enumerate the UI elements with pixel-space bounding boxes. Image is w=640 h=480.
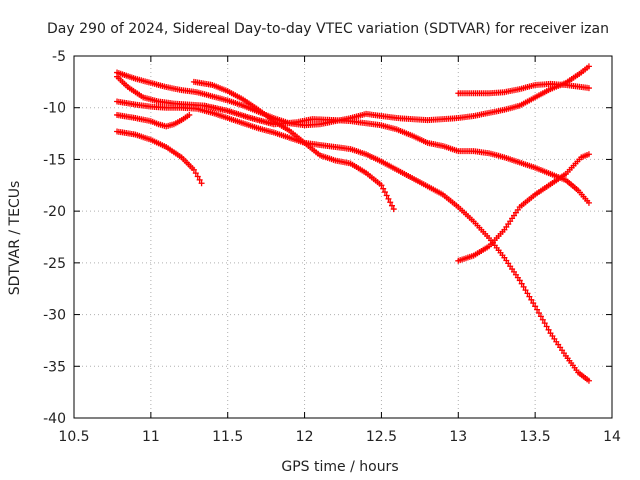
data-point	[194, 173, 201, 180]
data-point	[541, 320, 548, 327]
data-point	[387, 199, 394, 206]
x-tick-label: 13.5	[520, 429, 551, 445]
data-point	[385, 195, 392, 202]
x-tick-label: 11.5	[212, 429, 243, 445]
grid	[74, 56, 612, 418]
data-point	[383, 192, 390, 199]
x-tick-label: 13	[449, 429, 467, 445]
y-tick-label: -25	[43, 256, 66, 272]
data-point	[543, 323, 550, 330]
series-arc-8	[455, 80, 592, 97]
x-axis-label: GPS time / hours	[281, 459, 398, 475]
data-point	[192, 170, 199, 177]
data-point	[390, 206, 397, 213]
data-point	[381, 189, 388, 196]
data-point	[522, 287, 529, 294]
data-point	[585, 377, 592, 384]
y-tick-label: -35	[43, 359, 66, 375]
plot-frame	[73, 55, 613, 419]
series-arc-3	[114, 98, 592, 384]
axis-ticks: 10.5 11 11.5 12 12.5 13 13.5 14 -40 -35 -30 -25 -20 -…	[43, 49, 621, 445]
data-point	[378, 182, 385, 189]
data-point	[190, 166, 197, 173]
series-arc-5	[114, 128, 205, 187]
data-point	[516, 277, 523, 284]
data-point	[585, 63, 592, 70]
data-point	[539, 316, 546, 323]
x-tick-label: 14	[603, 429, 621, 445]
x-tick-label: 10.5	[58, 429, 89, 445]
data-point	[380, 185, 387, 192]
data-point	[530, 300, 537, 307]
data-point	[585, 85, 592, 92]
y-tick-label: -5	[52, 49, 66, 65]
data-point	[585, 199, 592, 206]
data-marks	[114, 63, 592, 384]
y-tick-label: -40	[43, 411, 66, 427]
series-arc-4	[114, 111, 193, 130]
y-tick-label: -20	[43, 204, 66, 220]
x-tick-label: 11	[142, 429, 160, 445]
y-tick-label: -30	[43, 308, 66, 324]
series-arc-7	[455, 151, 592, 264]
data-point	[528, 296, 535, 303]
y-tick-label: -15	[43, 152, 66, 168]
data-point	[186, 111, 193, 118]
data-point	[196, 176, 203, 183]
y-axis-label: SDTVAR / TECUs	[7, 181, 23, 296]
data-point	[535, 310, 542, 317]
data-point	[524, 290, 531, 297]
data-point	[585, 151, 592, 158]
data-point	[518, 280, 525, 287]
data-point	[198, 180, 205, 187]
data-point	[532, 303, 539, 310]
x-tick-label: 12	[296, 429, 314, 445]
y-tick-label: -10	[43, 101, 66, 117]
series-arc-6	[190, 78, 397, 213]
x-tick-label: 12.5	[366, 429, 397, 445]
data-point	[545, 326, 552, 333]
data-point	[526, 293, 533, 300]
chart-title: Day 290 of 2024, Sidereal Day-to-day VTE…	[47, 21, 609, 37]
data-point	[534, 306, 541, 313]
data-point	[388, 202, 395, 209]
data-point	[537, 313, 544, 320]
data-point	[520, 283, 527, 290]
